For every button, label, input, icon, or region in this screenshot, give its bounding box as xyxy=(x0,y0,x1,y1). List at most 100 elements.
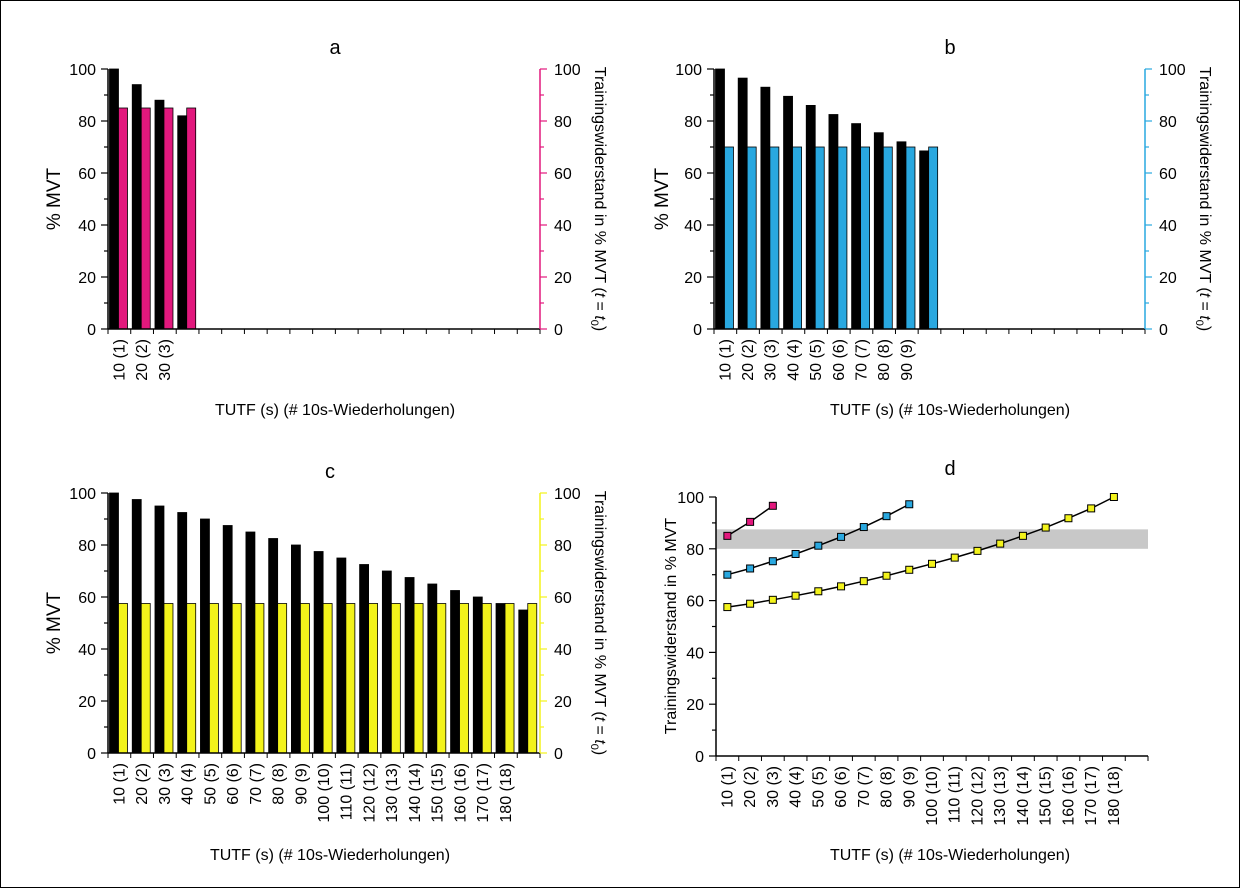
y-tick-label-left: 40 xyxy=(78,642,96,659)
y-axis-label-right: Trainingswiderstand in % MVT (t = t0) xyxy=(1193,67,1213,331)
x-axis-label: TUTF (s) (# 10s-Wiederholungen) xyxy=(210,847,450,864)
panel-c: 10 (1) 20 (2) 30 (3) 40 (4) 50 (5) 60 (6) 70 (… xyxy=(44,461,608,864)
bar-colored xyxy=(882,146,893,330)
data-point xyxy=(905,565,914,574)
data-point xyxy=(814,541,823,550)
bar-black xyxy=(472,596,483,754)
y-axis-label-right-part: = xyxy=(591,297,608,315)
data-point xyxy=(768,557,777,566)
y-tick-label-right: 40 xyxy=(554,218,572,235)
bar-colored xyxy=(254,603,265,754)
bar-black xyxy=(919,150,930,330)
x-tick-label: 20 (2) xyxy=(740,339,757,381)
data-point xyxy=(746,517,755,526)
x-tick-label: 110 (11) xyxy=(947,766,964,823)
y-tick-label-left: 80 xyxy=(78,538,96,555)
bar-colored xyxy=(390,603,401,754)
y-axis-label-right-part: t xyxy=(591,739,608,744)
data-point xyxy=(746,599,755,608)
x-tick-label: 30 (3) xyxy=(157,339,174,381)
bar-black xyxy=(783,95,793,330)
x-tick-label: 130 (13) xyxy=(384,763,401,823)
bar-black xyxy=(154,99,165,330)
y-axis-label-left: % MVT xyxy=(652,167,673,230)
bar-colored xyxy=(860,146,871,330)
panel-d: 10 (1) 20 (2) 30 (3) 40 (4) 50 (5) 60 (6) 70 (… xyxy=(663,458,1148,864)
x-tick-label: 110 (11) xyxy=(339,763,356,820)
bar-black xyxy=(131,84,142,330)
x-tick-label: 20 (2) xyxy=(742,766,759,808)
x-tick-label: 40 (4) xyxy=(788,766,805,808)
x-tick-label: 60 (6) xyxy=(225,763,242,805)
y-axis-label-right-part: ) xyxy=(1196,326,1213,331)
bar-black xyxy=(222,525,233,754)
bar-colored xyxy=(322,603,333,754)
x-tick-label: 10 (1) xyxy=(111,763,128,805)
y-tick-label-left: 100 xyxy=(675,62,702,79)
data-point xyxy=(928,559,936,568)
bar-black xyxy=(109,68,119,330)
x-tick-label: 50 (5) xyxy=(810,766,827,808)
y-tick-label-left: 40 xyxy=(78,218,96,235)
x-tick-label: 140 (14) xyxy=(1015,766,1032,826)
y-tick-label-left: 100 xyxy=(677,490,704,507)
data-point xyxy=(1041,523,1050,532)
bar-colored xyxy=(724,146,734,330)
bar-colored xyxy=(837,146,848,330)
panel-d-title: d xyxy=(944,458,955,480)
x-tick-label: 70 (7) xyxy=(248,763,265,805)
panel-c-title: c xyxy=(325,461,335,483)
data-point xyxy=(723,603,732,612)
bar-black xyxy=(518,609,529,754)
bar-black xyxy=(177,115,188,330)
bar-black xyxy=(805,105,816,330)
y-axis-label-right-part: 0 xyxy=(588,320,600,326)
data-point xyxy=(723,570,732,579)
y-tick-label-right: 0 xyxy=(554,746,563,763)
bar-colored xyxy=(814,146,825,330)
bar-colored xyxy=(527,603,538,754)
y-tick-label-left: 60 xyxy=(684,166,702,183)
y-axis-label-right-part: Trainingswiderstand in % MVT ( xyxy=(591,67,608,294)
x-tick-label: 170 (17) xyxy=(1083,766,1100,826)
x-tick-label: 150 (15) xyxy=(430,763,447,823)
bar-colored xyxy=(746,146,757,330)
y-axis-label: Trainingswiderstand in % MVT xyxy=(663,518,680,735)
y-tick-label-right: 60 xyxy=(554,166,572,183)
bar-colored xyxy=(140,603,151,754)
bar-colored xyxy=(905,146,916,330)
y-tick-label-left: 0 xyxy=(695,749,704,766)
series-line xyxy=(727,496,1115,608)
bar-colored xyxy=(792,146,802,330)
bar-black xyxy=(896,141,907,330)
x-tick-label: 10 (1) xyxy=(111,339,128,381)
bar-colored xyxy=(186,603,197,754)
panel-d-axes: 0 20 40 60 80 100 xyxy=(677,490,1149,766)
y-tick-label-right: 80 xyxy=(554,538,572,555)
y-tick-label-left: 20 xyxy=(684,270,702,287)
x-tick-label: 70 (7) xyxy=(856,766,873,808)
x-tick-label: 30 (3) xyxy=(157,763,174,805)
data-point xyxy=(1018,531,1027,540)
panel-c-axes: 0 20 40 60 80 100 0 20 40 60 80 100 xyxy=(69,486,581,763)
y-tick-label-right: 40 xyxy=(1159,218,1177,235)
data-point xyxy=(837,532,846,541)
bar-black xyxy=(109,492,119,754)
y-axis-label-right: Trainingswiderstand in % MVT (t = t0) xyxy=(588,491,608,755)
y-tick-label-right: 100 xyxy=(554,486,581,503)
y-tick-label-right: 80 xyxy=(1159,114,1177,131)
y-tick-label-right: 100 xyxy=(554,62,581,79)
x-tick-label: 20 (2) xyxy=(134,339,151,381)
x-tick-label: 50 (5) xyxy=(202,763,219,805)
data-point xyxy=(1087,504,1096,513)
y-tick-label-left: 40 xyxy=(684,218,702,235)
data-point xyxy=(837,582,846,591)
y-axis-label-right-part: 0 xyxy=(1193,320,1205,326)
x-tick-label: 90 (9) xyxy=(293,763,310,805)
bar-black xyxy=(450,590,460,754)
panel-a-title: a xyxy=(329,37,341,59)
data-point xyxy=(950,553,959,562)
y-axis-label-right: Trainingswiderstand in % MVT (t = t0) xyxy=(588,67,608,331)
x-tick-label: 40 (4) xyxy=(785,339,802,381)
x-tick-label: 160 (16) xyxy=(452,763,469,823)
